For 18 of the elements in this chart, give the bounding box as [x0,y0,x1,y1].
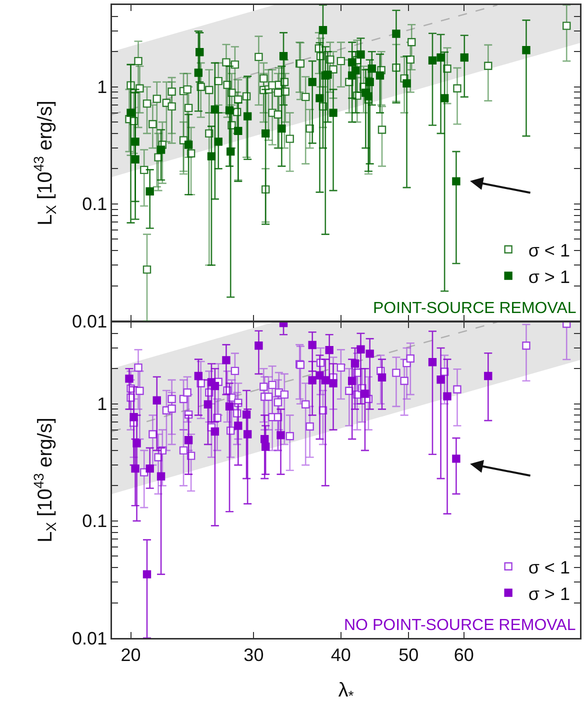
x-tick-label: 50 [398,644,419,665]
y-tick-label: 0.1 [82,511,108,532]
y-tick-label: 1 [97,77,108,98]
y-tick-label: 0.1 [82,194,108,214]
legend-label: σ < 1 [528,240,570,260]
annotation: NO POINT-SOURCE REMOVAL [344,617,576,634]
legend-label: σ > 1 [528,266,570,287]
x-axis-title: λ$_{*}$ [338,679,354,704]
y-tick-label: 0.01 [72,628,108,648]
x-tick-label: 30 [244,644,264,665]
y-tick-label: 0.01 [72,311,108,332]
x-tick-label: 40 [330,644,351,665]
y-tick-label: 1 [97,394,108,414]
x-tick-label: 60 [454,644,474,665]
annotation: POINT-SOURCE REMOVAL [373,300,576,317]
legend-label: σ < 1 [528,557,570,578]
x-tick-label: 20 [120,644,141,665]
legend-label: σ > 1 [528,584,570,604]
